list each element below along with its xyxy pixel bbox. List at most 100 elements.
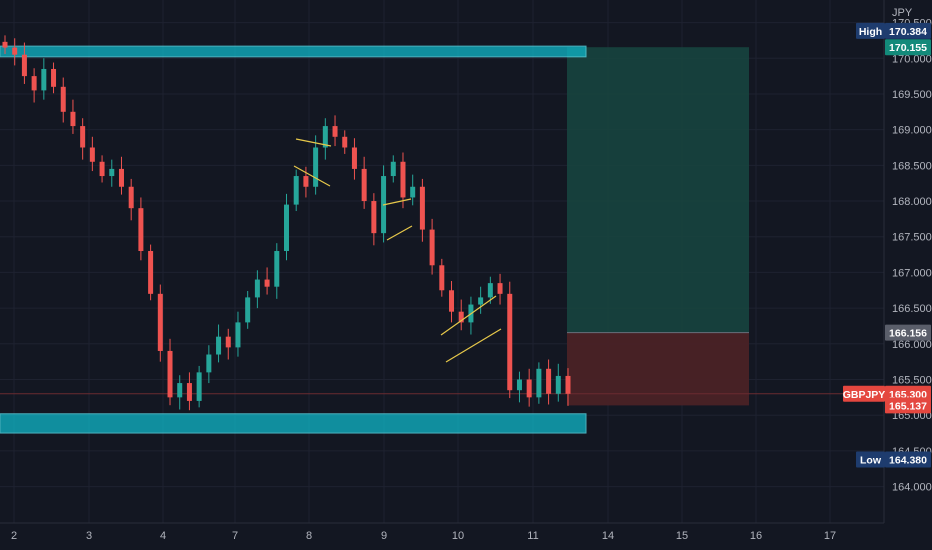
y-tick-label: 164.000 xyxy=(892,482,932,494)
candle-body xyxy=(458,311,464,323)
low-price-badge xyxy=(885,451,931,468)
pattern-trendline xyxy=(445,328,502,363)
target-price-value: 170.155 xyxy=(889,42,927,54)
high-price-value: 170.384 xyxy=(889,26,927,38)
low-tag xyxy=(856,451,885,468)
y-tick-label: 169.500 xyxy=(892,89,932,101)
candle-body xyxy=(439,265,445,291)
y-tick-label: 170.000 xyxy=(892,53,932,65)
candle-body xyxy=(196,372,202,401)
symbol-label: GBPJPY xyxy=(843,389,886,401)
candle-body xyxy=(536,368,542,398)
candle-body xyxy=(526,379,532,398)
candle-body xyxy=(167,350,173,398)
candle-body xyxy=(118,168,124,187)
candle-body xyxy=(449,290,455,312)
candle-body xyxy=(21,54,27,77)
candle-body xyxy=(186,383,192,401)
candle-body xyxy=(41,68,47,91)
support-zone xyxy=(0,413,587,434)
y-tick-label: 169.000 xyxy=(892,125,932,137)
candle-body xyxy=(31,76,37,91)
high-price-badge xyxy=(885,22,931,39)
x-tick-label: 7 xyxy=(232,530,238,542)
pattern-trendline xyxy=(440,295,497,336)
x-tick-label: 10 xyxy=(452,530,464,542)
y-tick-label: 167.500 xyxy=(892,232,932,244)
loss-zone xyxy=(567,332,749,406)
candle-body xyxy=(371,201,377,234)
candle-body xyxy=(313,147,319,187)
candle-body xyxy=(138,208,144,252)
candle-body xyxy=(109,168,115,177)
resistance-zone xyxy=(0,45,587,58)
profit-zone xyxy=(567,47,749,333)
low-label: Low xyxy=(860,454,882,466)
low-price-value: 164.380 xyxy=(889,454,927,466)
candle-body xyxy=(293,176,299,205)
y-tick-label: 166.500 xyxy=(892,303,932,315)
candle-body xyxy=(546,368,552,394)
candle-body xyxy=(216,336,222,355)
x-tick-label: 14 xyxy=(602,530,614,542)
candle-body xyxy=(177,383,183,398)
candle-body xyxy=(322,126,328,148)
x-tick-label: 8 xyxy=(306,530,312,542)
x-tick-label: 16 xyxy=(750,530,762,542)
y-tick-label: 168.500 xyxy=(892,160,932,172)
x-tick-label: 2 xyxy=(11,530,17,542)
candle-body xyxy=(565,375,571,394)
pattern-trendline xyxy=(382,198,412,206)
pattern-trendline xyxy=(295,138,332,147)
x-tick-label: 17 xyxy=(824,530,836,542)
candle-body xyxy=(507,293,513,391)
candle-body xyxy=(303,176,309,187)
candle-body xyxy=(429,229,435,266)
candle-body xyxy=(400,161,406,198)
candle-body xyxy=(555,375,561,394)
candle-body xyxy=(410,186,416,198)
x-tick-label: 4 xyxy=(160,530,166,542)
entry-price-value: 165.137 xyxy=(889,400,927,412)
candle-body xyxy=(148,251,154,294)
x-tick-label: 9 xyxy=(381,530,387,542)
candle-body xyxy=(274,251,280,287)
candle-body xyxy=(51,68,57,87)
target-price-badge xyxy=(885,39,931,56)
y-tick-label: 167.000 xyxy=(892,267,932,279)
stop-price-badge xyxy=(885,324,931,341)
candle-body xyxy=(361,168,367,202)
high-tag xyxy=(856,22,885,39)
candle-body xyxy=(419,186,425,230)
candle-body xyxy=(264,279,270,287)
pattern-trendline xyxy=(386,225,413,241)
symbol-tag xyxy=(843,385,885,402)
candle-body xyxy=(351,147,357,169)
candle-body xyxy=(80,126,86,148)
candle-body xyxy=(284,204,289,252)
candle-body xyxy=(89,147,95,162)
candle-body xyxy=(478,297,484,305)
candle-body xyxy=(12,47,18,55)
x-tick-label: 15 xyxy=(676,530,688,542)
candle-body xyxy=(157,293,163,351)
candle-body xyxy=(487,283,493,298)
y-tick-label: 168.000 xyxy=(892,196,932,208)
candle-body xyxy=(516,379,522,391)
stop-price-value: 166.156 xyxy=(889,328,927,340)
candle-body xyxy=(254,279,260,298)
candle-body xyxy=(245,297,251,323)
candle-body xyxy=(2,41,8,48)
candle-body xyxy=(99,161,105,177)
y-tick-label: 165.500 xyxy=(892,375,932,387)
candle-body xyxy=(235,322,241,348)
candle-body xyxy=(60,86,66,112)
candle-body xyxy=(206,354,212,373)
y-tick-label: 166.000 xyxy=(892,339,932,351)
candle-body xyxy=(390,161,396,177)
candle-body xyxy=(225,336,231,348)
currency-label: JPY xyxy=(892,7,913,19)
